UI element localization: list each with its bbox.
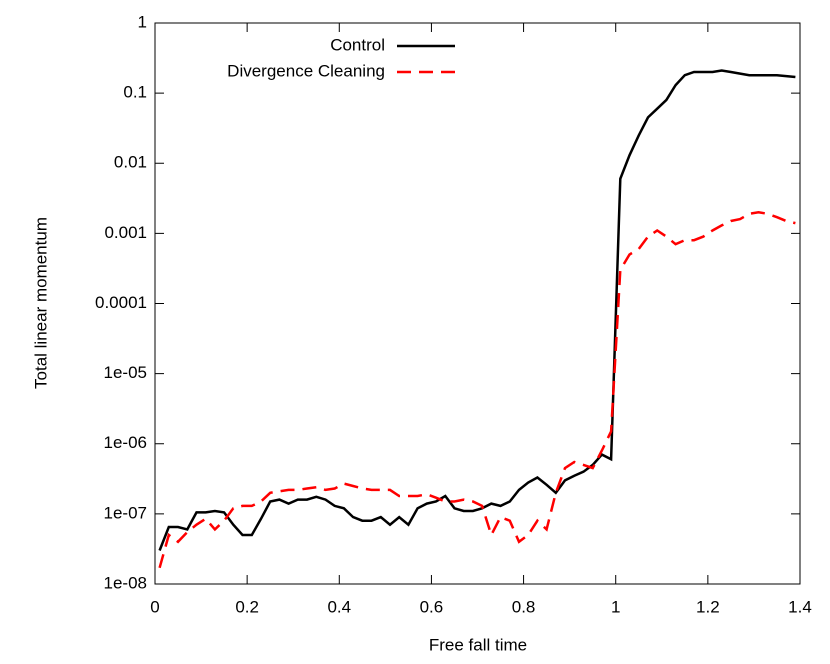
x-tick-label: 0 — [150, 597, 159, 616]
x-tick-label: 1.2 — [696, 597, 720, 616]
x-axis-label: Free fall time — [429, 635, 527, 654]
y-tick-label: 1e-05 — [104, 363, 147, 382]
x-tick-label: 0.2 — [235, 597, 259, 616]
y-axis-label: Total linear momentum — [31, 217, 50, 389]
legend-label: Control — [330, 35, 385, 54]
y-tick-label: 0.1 — [123, 83, 147, 102]
x-tick-label: 1 — [611, 597, 620, 616]
data-line — [158, 69, 796, 551]
y-tick-label: 1e-06 — [104, 433, 147, 452]
y-tick-label: 1e-07 — [104, 503, 147, 522]
data-line — [158, 211, 796, 569]
x-tick-label: 0.4 — [327, 597, 351, 616]
legend-label: Divergence Cleaning — [227, 61, 385, 80]
plot-frame — [154, 22, 801, 585]
y-tick-label: 0.0001 — [95, 293, 147, 312]
y-tick-label: 0.01 — [114, 153, 147, 172]
x-tick-label: 0.6 — [420, 597, 444, 616]
y-tick-label: 0.001 — [104, 223, 147, 242]
y-tick-label: 1 — [138, 12, 147, 31]
x-tick-label: 1.4 — [788, 597, 812, 616]
y-tick-label: 1e-08 — [104, 573, 147, 592]
x-tick-label: 0.8 — [512, 597, 536, 616]
